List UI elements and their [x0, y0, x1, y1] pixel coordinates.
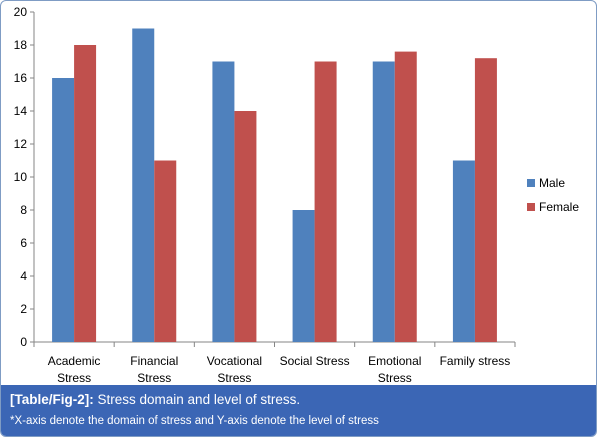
y-tick-label: 4 — [20, 269, 27, 283]
x-category-label: Emotional — [368, 354, 421, 368]
bar-female-4 — [394, 51, 417, 342]
x-category-label: Stress — [217, 371, 251, 385]
legend: Male Female — [527, 176, 579, 214]
legend-label-female: Female — [539, 200, 579, 214]
bar-chart: 0 2 4 6 8 10 12 14 16 18 20 Academic Stress Financial… — [14, 5, 580, 385]
figure-caption: [Table/Fig-2]: Stress domain and level o… — [1, 385, 596, 436]
bar-female-3 — [314, 61, 337, 342]
y-tick-label: 2 — [20, 302, 27, 316]
caption-title: [Table/Fig-2]: Stress domain and level o… — [10, 391, 596, 409]
y-tick-label: 16 — [14, 71, 28, 85]
bar-male-1 — [132, 28, 155, 342]
x-category-label: Social Stress — [280, 354, 350, 368]
x-category-label: Stress — [137, 371, 171, 385]
y-tick-label: 0 — [20, 335, 27, 349]
bar-female-5 — [474, 58, 497, 342]
y-tick-label: 18 — [14, 38, 28, 52]
bar-female-1 — [154, 160, 177, 342]
y-tick-label: 12 — [14, 137, 28, 151]
x-category-label: Stress — [57, 371, 91, 385]
y-tick-label: 10 — [14, 170, 28, 184]
y-tick-label: 8 — [20, 203, 27, 217]
legend-swatch-male — [527, 179, 535, 187]
y-tick-label: 6 — [20, 236, 27, 250]
bar-male-0 — [52, 78, 75, 342]
bar-male-2 — [212, 61, 235, 342]
y-tick-label: 20 — [14, 5, 28, 19]
bar-female-2 — [234, 111, 257, 342]
bar-male-4 — [372, 61, 395, 342]
caption-note: *X-axis denote the domain of stress and … — [10, 415, 379, 427]
caption-text: Stress domain and level of stress. — [97, 392, 301, 407]
x-category-label: Financial — [130, 354, 178, 368]
bar-female-0 — [74, 45, 97, 342]
legend-swatch-female — [527, 203, 535, 211]
bar-male-5 — [452, 160, 475, 342]
bar-male-3 — [292, 210, 315, 342]
x-category-label: Family stress — [440, 354, 511, 368]
x-category-label: Vocational — [207, 354, 262, 368]
x-category-label: Academic — [48, 354, 101, 368]
x-category-label: Stress — [378, 371, 412, 385]
caption-label: [Table/Fig-2]: — [10, 392, 94, 407]
plot-area: 0 2 4 6 8 10 12 14 16 18 20 Academic Stress Financial… — [14, 5, 516, 385]
legend-label-male: Male — [539, 176, 565, 190]
y-tick-label: 14 — [14, 104, 28, 118]
